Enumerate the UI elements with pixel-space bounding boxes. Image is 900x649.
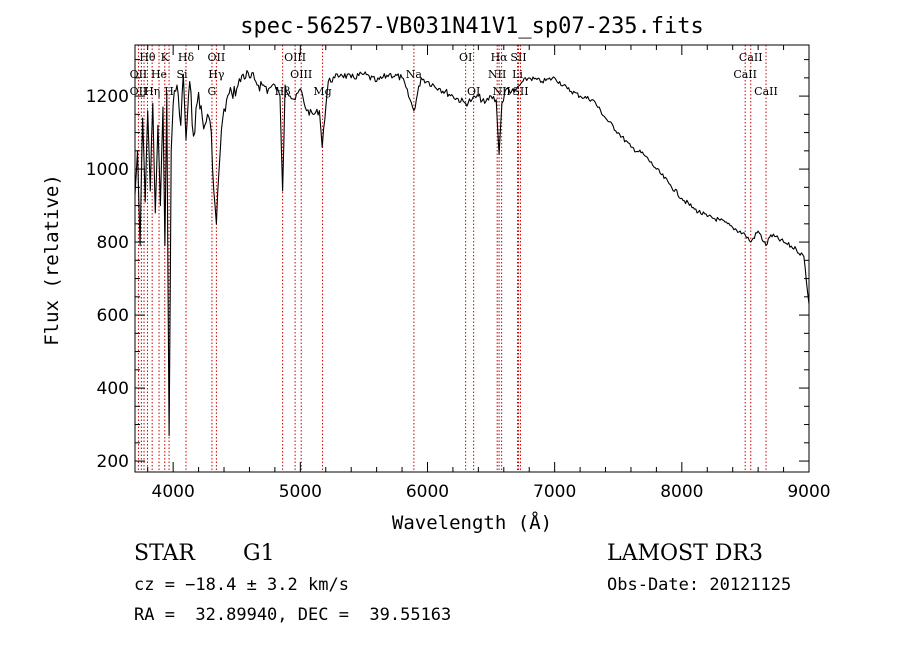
- x-axis-label: Wavelength (Å): [392, 511, 552, 534]
- spectrum-series: [134, 70, 810, 437]
- line-marker-label: Hα: [491, 51, 509, 64]
- line-marker-label: OIII: [290, 68, 312, 81]
- line-marker-label: CaII: [733, 68, 757, 81]
- line-marker-label: NII: [488, 68, 506, 81]
- x-tick-label: 4000: [152, 482, 195, 502]
- line-marker-label: OII: [208, 51, 226, 64]
- line-marker-label: CaII: [739, 51, 763, 64]
- y-tick-label: 200: [97, 452, 129, 472]
- line-marker-label: CaII: [754, 85, 778, 98]
- coordinates-text: RA = 32.89940, DEC = 39.55163: [134, 605, 451, 625]
- x-tick-label: 8000: [660, 482, 703, 502]
- line-marker-label: G: [208, 85, 217, 98]
- y-axis: 200 400 600 800 1000 1200: [86, 59, 809, 472]
- line-marker-label: Hβ: [275, 85, 291, 98]
- y-tick-label: 800: [97, 233, 129, 253]
- line-marker-label: K: [161, 51, 170, 64]
- line-marker-label: Hγ: [208, 68, 225, 81]
- y-tick-label: 1000: [86, 160, 129, 180]
- y-tick-label: 400: [97, 379, 129, 399]
- y-axis-label: Flux (relative): [41, 174, 63, 346]
- line-marker-label: Hδ: [178, 51, 195, 64]
- x-tick-label: 9000: [787, 482, 830, 502]
- line-marker-label: Hθ: [139, 51, 156, 64]
- line-marker-label: Na: [406, 68, 423, 81]
- object-subclass: G1: [243, 541, 275, 566]
- line-marker-label: NII: [492, 85, 510, 98]
- line-marker-label: Li: [512, 68, 523, 81]
- x-tick-label: 7000: [533, 482, 576, 502]
- line-marker-label: SII: [512, 85, 528, 98]
- line-marker-label: OII: [130, 68, 148, 81]
- survey-label: LAMOST DR3: [607, 541, 763, 566]
- chart-title: spec-56257-VB031N41V1_sp07-235.fits: [240, 14, 704, 39]
- x-axis: 4000 5000 6000 7000 8000 9000: [147, 45, 831, 502]
- y-tick-label: 600: [97, 306, 129, 326]
- plot-frame: [134, 44, 810, 473]
- line-marker-label: OIII: [284, 51, 306, 64]
- line-marker-label: OI: [467, 85, 480, 98]
- line-marker-label: He: [151, 68, 167, 81]
- object-class: STAR: [134, 541, 196, 566]
- line-marker-label: OI: [459, 51, 472, 64]
- line-marker-label: Mg: [313, 85, 331, 98]
- line-marker-label: SII: [510, 51, 526, 64]
- line-marker-label: H: [164, 85, 174, 98]
- redshift-text: cz = −18.4 ± 3.2 km/s: [134, 575, 349, 595]
- y-tick-label: 1200: [86, 87, 129, 107]
- line-marker-label: OII: [130, 85, 148, 98]
- line-marker-label: Si: [177, 68, 189, 81]
- x-tick-label: 6000: [406, 482, 449, 502]
- line-marker-label: Hη: [144, 85, 160, 98]
- x-tick-label: 5000: [279, 482, 322, 502]
- obs-date-text: Obs-Date: 20121125: [607, 575, 791, 595]
- spectrum-line: [134, 70, 810, 437]
